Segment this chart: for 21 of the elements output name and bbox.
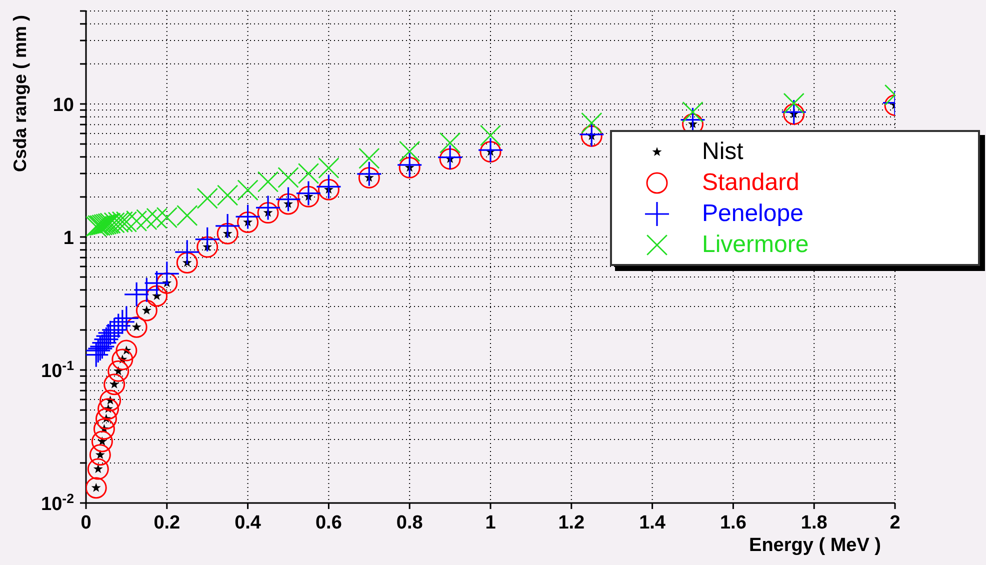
y-axis-title: Csda range ( mm )	[10, 15, 30, 172]
x-tick-label: 0.6	[315, 512, 342, 534]
legend-label: Penelope	[702, 200, 804, 228]
x-tick-label: 1	[485, 512, 496, 534]
y-tick-label: 10$^{-1}$	[41, 357, 75, 382]
legend-label: Nist	[702, 138, 744, 166]
legend-label: Standard	[702, 168, 800, 196]
x-tick-label: 1.8	[800, 512, 828, 534]
x-tick-label: 0.2	[154, 512, 180, 534]
x-tick-label: 0.8	[396, 512, 423, 534]
x-tick-label: 1.2	[558, 512, 585, 534]
y-tick-label: 10	[52, 94, 74, 116]
x-tick-label: 2	[890, 512, 900, 534]
x-tick-label: 1.6	[720, 512, 746, 534]
x-tick-label: 0	[80, 512, 92, 534]
y-tick-label: 1	[63, 228, 74, 249]
x-tick-label: 1.4	[639, 512, 666, 534]
x-tick-label: 0.4	[234, 512, 262, 534]
x-axis-title: Energy ( MeV )	[749, 535, 881, 556]
y-tick-label: 10$^{-2}$	[41, 490, 74, 515]
legend-label: Livermore	[702, 230, 809, 258]
